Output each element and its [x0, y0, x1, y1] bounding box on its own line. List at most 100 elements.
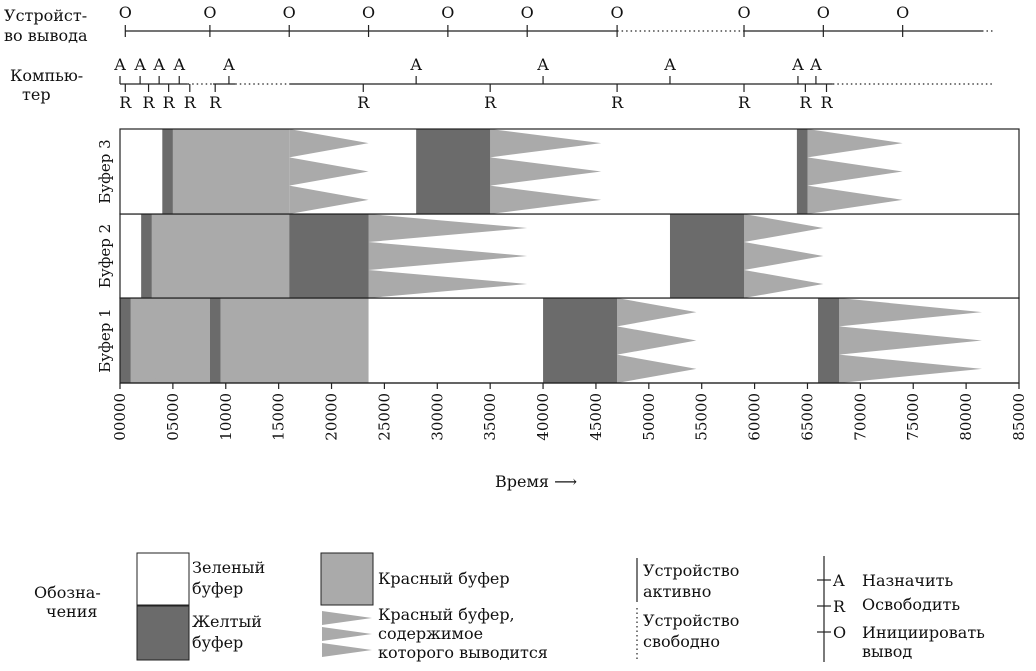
buffer-3-output-1 — [490, 129, 602, 214]
buffer-1-output-1 — [220, 298, 369, 383]
time-tick-label-9: 45000 — [587, 393, 605, 441]
time-tick-label-12: 60000 — [746, 393, 764, 441]
computer-assign-mark-8: A — [791, 55, 804, 74]
computer-release-mark-7: R — [611, 93, 624, 112]
time-tick-label-15: 75000 — [904, 393, 922, 441]
device-output-mark-5: O — [521, 3, 534, 22]
buffer-lanes: Буфер 1 Буфер 2 Буфер 3 — [96, 128, 1020, 384]
computer-assign-mark-2: A — [152, 55, 165, 74]
legend-output-label: Инициировать — [862, 623, 985, 642]
buffer-2-yellow-0 — [141, 214, 152, 298]
buffer-1-output-3 — [839, 298, 982, 383]
legend-title-line2: чения — [46, 602, 97, 621]
legend-red-out-triangle-1 — [322, 611, 372, 625]
legend-green-swatch — [136, 552, 190, 606]
time-tick-label-14: 70000 — [851, 393, 869, 441]
buffer-3-yellow-1 — [416, 129, 491, 214]
computer-assign-mark-3: A — [172, 55, 185, 74]
buffer-1-yellow-1 — [209, 298, 221, 383]
device-output-mark-0: O — [119, 3, 132, 22]
legend-green-line1: Зеленый — [192, 558, 265, 577]
buffer-2-yellow-2 — [669, 214, 745, 298]
buffer-1-output-2 — [617, 298, 697, 383]
computer-release-mark-4: R — [209, 93, 222, 112]
time-tick-label-13: 65000 — [798, 393, 816, 441]
computer-assign-mark-4: A — [222, 55, 235, 74]
legend-assign-label: Назначить — [862, 571, 954, 590]
buffer-3-red-0 — [172, 129, 290, 214]
buffer-3-output-0 — [289, 129, 369, 214]
buffer-3-label: Буфер 3 — [96, 139, 114, 203]
buffer-2-yellow-1 — [289, 214, 369, 298]
computer-assign-mark-0: A — [113, 55, 126, 74]
buffer-2-output-1 — [368, 214, 528, 298]
computer-timeline: A A A A A A A A A AR R R R R R R R R R R — [113, 55, 993, 112]
legend-title-line1: Обозна- — [34, 583, 101, 602]
computer-release-mark-10: R — [820, 93, 833, 112]
device-label-line2: во вывода — [4, 26, 88, 45]
device-output-mark-9: O — [896, 3, 909, 22]
computer-label-line2: тер — [22, 85, 51, 104]
legend-idle-line2: свободно — [643, 632, 720, 651]
buffer-2-label: Буфер 2 — [96, 224, 114, 288]
time-tick-label-4: 20000 — [323, 393, 341, 441]
legend-yellow-line1: Желтый — [192, 612, 262, 631]
computer-release-mark-5: R — [357, 93, 370, 112]
computer-release-mark-8: R — [738, 93, 751, 112]
legend-release-label: Освободить — [862, 595, 960, 614]
device-label-line1: Устройст- — [4, 6, 87, 25]
legend-active-line2: активно — [643, 582, 711, 601]
legend-output-letter: O — [833, 623, 846, 642]
buffer-2-output-2 — [744, 214, 824, 298]
time-tick-label-1: 05000 — [164, 393, 182, 441]
time-axis-label: Время ⟶ — [495, 472, 577, 491]
legend-red-out-triangle-3 — [322, 643, 372, 657]
legend-output-label2: вывод — [862, 642, 912, 661]
buffer-3-yellow-2 — [796, 129, 808, 214]
computer-assign-mark-6: A — [536, 55, 549, 74]
time-tick-label-0: 00000 — [111, 393, 129, 441]
legend-yellow-line2: буфер — [192, 633, 243, 652]
buffer-1-yellow-0 — [120, 298, 131, 383]
computer-release-mark-6: R — [484, 93, 497, 112]
device-output-mark-3: O — [362, 3, 375, 22]
computer-release-mark-9: R — [799, 93, 812, 112]
legend-active-line1: Устройство — [643, 561, 739, 580]
legend-red-label: Красный буфер — [378, 569, 510, 588]
legend-yellow-swatch — [136, 605, 190, 661]
legend-red-swatch — [320, 552, 374, 606]
device-output-mark-4: O — [441, 3, 454, 22]
legend-idle-line1: Устройство — [643, 611, 739, 630]
time-tick-label-17: 85000 — [1010, 393, 1028, 441]
time-tick-label-10: 50000 — [640, 393, 658, 441]
buffer-3-yellow-0 — [162, 129, 173, 214]
device-output-mark-6: O — [611, 3, 624, 22]
computer-label-line1: Компью- — [10, 66, 83, 85]
buffer-1-output-0 — [130, 298, 210, 383]
device-output-mark-1: O — [203, 3, 216, 22]
legend-assign-letter: A — [832, 571, 845, 590]
time-tick-label-2: 10000 — [217, 393, 235, 441]
time-tick-label-7: 35000 — [481, 393, 499, 441]
computer-assign-mark-9: A — [809, 55, 822, 74]
time-tick-label-5: 25000 — [375, 393, 393, 441]
legend-green-line2: буфер — [192, 579, 243, 598]
device-output-mark-7: O — [737, 3, 750, 22]
computer-release-mark-3: R — [184, 93, 197, 112]
legend-red-out-line2: содержимое — [378, 624, 483, 643]
buffer-1-yellow-3 — [818, 298, 840, 383]
buffer-2-output-0 — [151, 214, 290, 298]
buffer-3-frame — [119, 128, 1020, 215]
computer-assign-mark-5: A — [409, 55, 422, 74]
legend-red-out-line1: Красный буфер, — [378, 605, 515, 624]
time-axis: 00000 05000 10000 15000 20000 25000 30000 35000… — [111, 382, 1028, 441]
buffer-3-output-2 — [807, 129, 903, 214]
time-tick-label-3: 15000 — [270, 393, 288, 441]
buffer-1-label: Буфер 1 — [96, 308, 114, 372]
device-output-mark-2: O — [283, 3, 296, 22]
device-output-mark-8: O — [817, 3, 830, 22]
buffer-1-yellow-2 — [543, 298, 618, 383]
